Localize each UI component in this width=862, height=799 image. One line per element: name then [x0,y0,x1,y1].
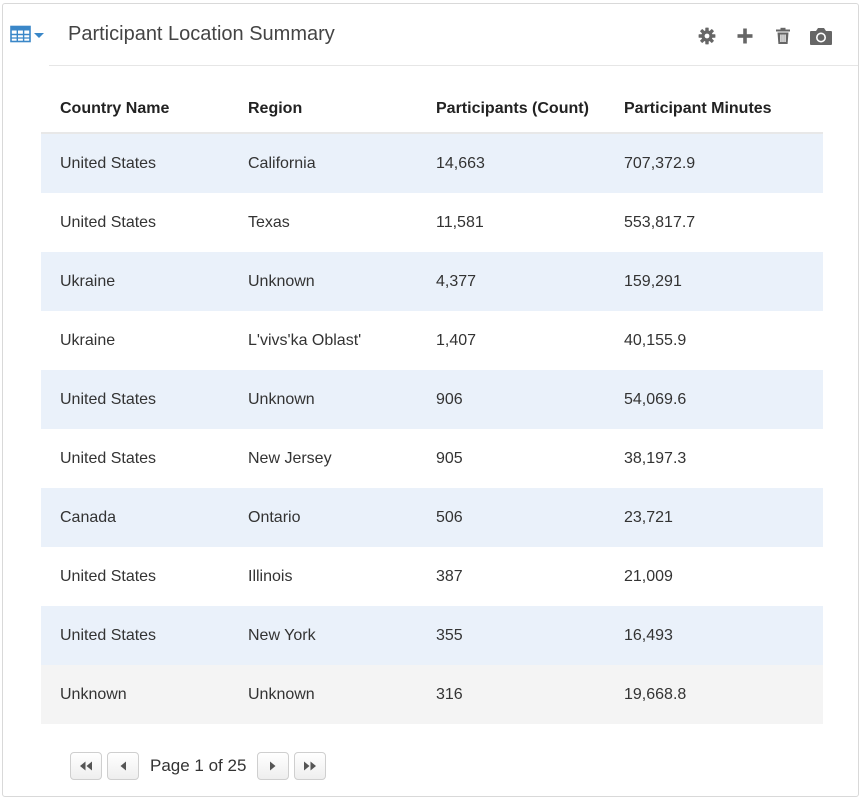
cell-participants: 905 [417,429,605,488]
cell-participants: 11,581 [417,193,605,252]
table-row: United States Unknown 906 54,069.6 [41,370,823,429]
cell-region: Texas [229,193,417,252]
cell-region: Unknown [229,370,417,429]
cell-region: Unknown [229,665,417,724]
cell-minutes: 23,721 [605,488,823,547]
cell-participants: 906 [417,370,605,429]
cell-region: New York [229,606,417,665]
page-title: Participant Location Summary [68,23,335,45]
next-page-button[interactable] [257,752,290,780]
cell-country: Canada [41,488,229,547]
table-row: Ukraine L'vivs'ka Oblast' 1,407 40,155.9 [41,311,823,370]
first-page-button[interactable] [70,752,102,780]
view-toggle-dropdown[interactable] [10,25,46,45]
column-header-region[interactable]: Region [229,86,417,134]
chevron-left-icon [120,761,126,771]
double-chevron-left-icon [80,761,92,771]
chevron-right-icon [270,761,276,771]
camera-icon [810,28,832,45]
table-row: Ukraine Unknown 4,377 159,291 [41,252,823,311]
cell-participants: 506 [417,488,605,547]
snapshot-button[interactable] [809,24,833,48]
settings-button[interactable] [695,24,719,48]
table-header-row: Country Name Region Participants (Count)… [41,86,823,134]
cell-country: United States [41,429,229,488]
previous-page-button[interactable] [107,752,139,780]
caret-down-icon [34,33,44,38]
add-button[interactable] [733,24,757,48]
cell-minutes: 40,155.9 [605,311,823,370]
cell-minutes: 159,291 [605,252,823,311]
cell-participants: 355 [417,606,605,665]
report-panel: Participant Location Summary [2,3,859,797]
column-header-minutes[interactable]: Participant Minutes [605,86,823,134]
column-header-participants[interactable]: Participants (Count) [417,86,605,134]
table-row: United States California 14,663 707,372.… [41,133,823,193]
cell-region: Unknown [229,252,417,311]
cell-country: United States [41,133,229,193]
table-grid-icon [10,25,44,43]
cell-region: Illinois [229,547,417,606]
page-indicator: Page 1 of 25 [150,756,247,775]
double-chevron-right-icon [304,761,317,771]
cell-participants: 387 [417,547,605,606]
cell-participants: 14,663 [417,133,605,193]
table-row: United States New York 355 16,493 [41,606,823,665]
header-divider [49,65,858,66]
table-row: Unknown Unknown 316 19,668.8 [41,665,823,724]
cell-region: Ontario [229,488,417,547]
last-page-button[interactable] [294,752,327,780]
panel-header: Participant Location Summary [3,4,858,66]
cell-country: United States [41,606,229,665]
location-table: Country Name Region Participants (Count)… [41,86,823,724]
cell-region: New Jersey [229,429,417,488]
cell-country: United States [41,193,229,252]
cell-minutes: 21,009 [605,547,823,606]
gear-icon [698,27,716,45]
cell-country: United States [41,370,229,429]
delete-button[interactable] [771,24,795,48]
cell-minutes: 19,668.8 [605,665,823,724]
column-header-country[interactable]: Country Name [41,86,229,134]
pagination: Page 1 of 25 [70,751,327,781]
table-row: United States Texas 11,581 553,817.7 [41,193,823,252]
cell-participants: 316 [417,665,605,724]
table-row: United States Illinois 387 21,009 [41,547,823,606]
cell-region: California [229,133,417,193]
table-row: Canada Ontario 506 23,721 [41,488,823,547]
cell-region: L'vivs'ka Oblast' [229,311,417,370]
cell-minutes: 16,493 [605,606,823,665]
cell-country: Unknown [41,665,229,724]
cell-participants: 1,407 [417,311,605,370]
table-row: United States New Jersey 905 38,197.3 [41,429,823,488]
cell-minutes: 54,069.6 [605,370,823,429]
cell-participants: 4,377 [417,252,605,311]
cell-country: Ukraine [41,252,229,311]
cell-minutes: 38,197.3 [605,429,823,488]
cell-country: Ukraine [41,311,229,370]
cell-minutes: 553,817.7 [605,193,823,252]
trash-icon [776,27,790,44]
plus-icon [737,28,753,44]
cell-minutes: 707,372.9 [605,133,823,193]
cell-country: United States [41,547,229,606]
